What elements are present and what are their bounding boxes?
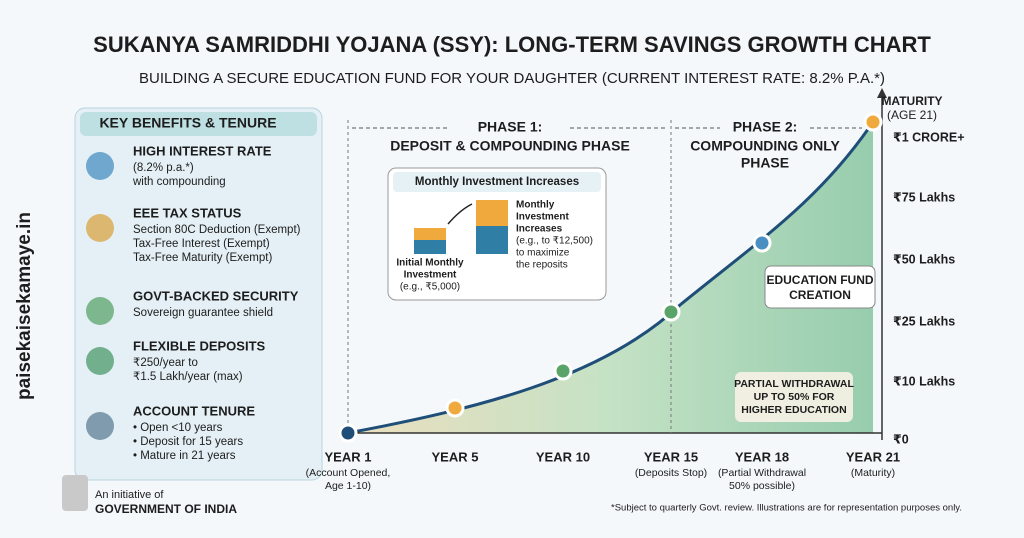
- x-label-note: (Partial Withdrawal: [718, 467, 806, 479]
- callout-text: Investment: [516, 212, 569, 223]
- phase-label: PHASE: [741, 155, 789, 171]
- x-label-note: (Maturity): [851, 467, 895, 479]
- growth-area: [348, 122, 873, 433]
- benefit-heading: HIGH INTEREST RATE: [133, 143, 272, 158]
- phase-label: PHASE 2:: [733, 119, 798, 135]
- benefit-line: ₹250/year to: [133, 357, 198, 369]
- illustration-bar: [414, 228, 446, 240]
- y-axis-title: (AGE 21): [887, 108, 937, 122]
- x-label-note: (Account Opened,: [306, 467, 391, 479]
- footnote: *Subject to quarterly Govt. review. Illu…: [611, 503, 962, 514]
- milestone-point: [661, 302, 681, 322]
- y-label: ₹25 Lakhs: [893, 314, 955, 328]
- education-label: EDUCATION FUND: [766, 273, 873, 287]
- withdrawal-label: PARTIAL WITHDRAWAL: [734, 378, 854, 390]
- benefit-line: Sovereign guarantee shield: [133, 307, 273, 319]
- callout-title: Monthly Investment Increases: [415, 176, 579, 188]
- y-axis-title: MATURITY: [881, 94, 942, 108]
- illustration-bar: [476, 200, 508, 226]
- benefit-line: • Open <10 years: [133, 422, 223, 434]
- milestone-point: [752, 233, 772, 253]
- x-label: YEAR 18: [735, 449, 789, 464]
- withdrawal-box: [735, 372, 853, 422]
- y-label: ₹10 Lakhs: [893, 374, 955, 388]
- benefit-line: Tax-Free Interest (Exempt): [133, 238, 270, 250]
- title: SUKANYA SAMRIDDHI YOJANA (SSY): LONG-TER…: [93, 32, 931, 57]
- benefit-icon: [86, 297, 114, 325]
- callout-text: Initial Monthly: [396, 258, 464, 269]
- milestone-point: [553, 361, 573, 381]
- education-box: [764, 265, 876, 309]
- illustration-arrow: [447, 203, 473, 225]
- callout-text: to maximize: [516, 248, 570, 259]
- y-label: ₹50 Lakhs: [893, 252, 955, 266]
- withdrawal-label: UP TO 50% FOR: [754, 391, 835, 403]
- x-label-note: 50% possible): [729, 480, 795, 492]
- benefit-heading: GOVT-BACKED SECURITY: [133, 288, 299, 303]
- benefit-line: ₹1.5 Lakh/year (max): [133, 371, 243, 383]
- benefit-heading: FLEXIBLE DEPOSITS: [133, 338, 266, 353]
- benefit-heading: ACCOUNT TENURE: [133, 403, 255, 418]
- x-label: YEAR 21: [846, 449, 900, 464]
- benefit-icon: [86, 214, 114, 242]
- callout-text: Monthly: [516, 200, 555, 211]
- benefit-icon: [86, 152, 114, 180]
- withdrawal-label: HIGHER EDUCATION: [741, 404, 846, 416]
- y-axis-arrow: [877, 88, 887, 98]
- callout-header: [393, 172, 601, 192]
- x-label: YEAR 1: [325, 449, 372, 464]
- callout-text: Investment: [404, 270, 457, 281]
- benefit-line: (8.2% p.a.*): [133, 162, 194, 174]
- x-label-note: (Deposits Stop): [635, 467, 707, 479]
- benefit-heading: EEE TAX STATUS: [133, 205, 242, 220]
- callout-text: Increases: [516, 224, 563, 235]
- y-label: ₹0: [893, 432, 909, 446]
- phase-label: COMPOUNDING ONLY: [690, 138, 840, 154]
- education-label: CREATION: [789, 288, 851, 302]
- government: GOVERNMENT OF INDIA: [95, 502, 237, 516]
- benefit-line: Tax-Free Maturity (Exempt): [133, 252, 272, 264]
- benefit-icon: [86, 347, 114, 375]
- initiative: An initiative of: [95, 489, 164, 501]
- phase-label: PHASE 1:: [478, 119, 543, 135]
- benefit-line: • Mature in 21 years: [133, 450, 236, 462]
- callout-text: (e.g., to ₹12,500): [516, 236, 593, 247]
- y-label: ₹75 Lakhs: [893, 190, 955, 204]
- emblem: [62, 475, 88, 511]
- x-label: YEAR 5: [432, 449, 479, 464]
- y-label: ₹1 CRORE+: [893, 130, 965, 144]
- benefit-line: with compounding: [132, 176, 226, 188]
- x-label: YEAR 15: [644, 449, 698, 464]
- subtitle: BUILDING A SECURE EDUCATION FUND FOR YOU…: [139, 70, 885, 87]
- illustration-bar: [414, 240, 446, 254]
- sidebar-title: KEY BENEFITS & TENURE: [99, 115, 276, 131]
- x-label: YEAR 10: [536, 449, 590, 464]
- benefit-icon: [86, 412, 114, 440]
- milestone-point: [338, 423, 358, 443]
- phase-label: DEPOSIT & COMPOUNDING PHASE: [390, 138, 630, 154]
- benefit-line: Section 80C Deduction (Exempt): [133, 224, 301, 236]
- sidebar-panel: [74, 107, 323, 481]
- watermark: paisekaisekamaye.in: [14, 212, 35, 400]
- callout-text: the reposits: [516, 260, 568, 271]
- x-label-note: Age 1-10): [325, 480, 371, 492]
- milestone-point: [863, 112, 883, 132]
- benefit-line: • Deposit for 15 years: [133, 436, 243, 448]
- milestone-point: [445, 398, 465, 418]
- callout-text: (e.g., ₹5,000): [400, 282, 460, 293]
- sidebar-header-bar: [80, 112, 317, 136]
